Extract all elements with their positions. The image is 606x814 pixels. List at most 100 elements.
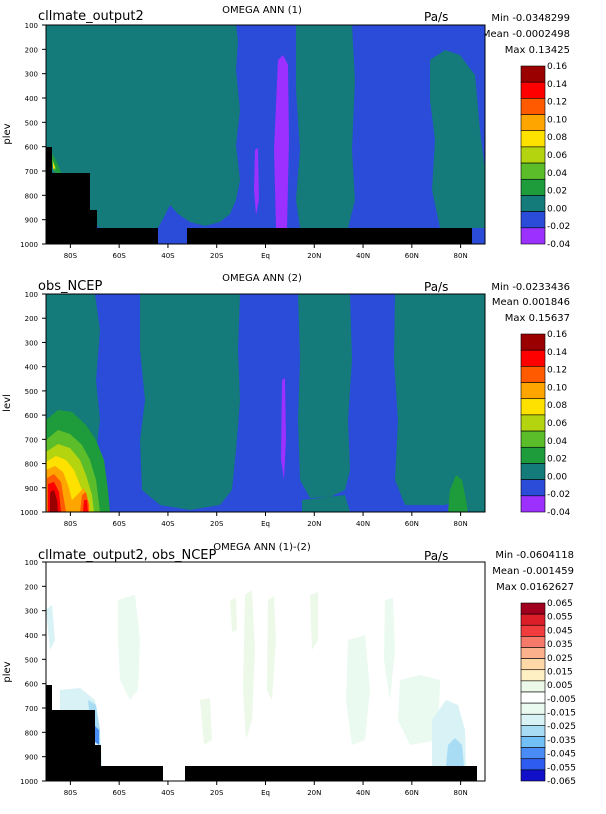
colorbar-label: 0.005 <box>547 681 573 691</box>
colorbar-label: 0.035 <box>547 640 573 650</box>
y-tick-label: 800 <box>25 729 38 737</box>
panel-2-teal-region <box>298 294 352 498</box>
x-tick-label: 80S <box>64 252 78 260</box>
panel-3-faint-region <box>267 596 276 700</box>
x-tick-label: 80N <box>454 520 468 528</box>
colorbar-label: 0.02 <box>547 455 567 465</box>
colorbar-label: -0.065 <box>547 777 576 787</box>
panel-1-land-mask <box>187 228 472 244</box>
colorbar-swatch <box>520 736 546 748</box>
y-tick-label: 200 <box>25 46 38 54</box>
panel-1: cllmate_output2 OMEGA ANN (1) Pa/s Min -… <box>2 5 571 260</box>
panel-3-faint-region <box>346 635 370 745</box>
panel-3-faint-region <box>243 590 255 740</box>
colorbar-label: 0.055 <box>547 613 573 623</box>
colorbar-label: 0.00 <box>547 204 567 214</box>
colorbar-label: 0.02 <box>547 187 567 197</box>
colorbar-swatch <box>520 636 546 648</box>
colorbar-swatch <box>520 146 546 164</box>
colorbar-swatch <box>520 669 546 682</box>
y-tick-label: 900 <box>25 754 38 762</box>
y-tick-label: 300 <box>25 608 38 616</box>
colorbar-swatch <box>520 495 546 513</box>
colorbar-swatch <box>520 624 546 637</box>
panel-1-teal-region <box>430 50 485 228</box>
panel-3-faint-region <box>200 698 212 745</box>
colorbar-swatch <box>520 758 546 771</box>
colorbar-label: -0.025 <box>547 722 576 732</box>
x-tick-label: 20S <box>210 789 224 797</box>
panel-2-ylabel: levl <box>2 394 13 412</box>
panel-3-faint-region <box>118 595 140 700</box>
y-tick-label: 800 <box>25 461 38 469</box>
panel-2-left-title: obs_NCEP <box>38 279 102 294</box>
y-tick-label: 200 <box>25 315 38 323</box>
y-tick-label: 100 <box>25 291 38 299</box>
colorbar-swatch <box>520 430 546 448</box>
x-tick-label: 40N <box>356 789 370 797</box>
panel-1-teal-region <box>296 25 355 228</box>
colorbar-label: 0.16 <box>547 62 567 72</box>
colorbar-label: -0.045 <box>547 750 576 760</box>
colorbar-swatch <box>520 98 546 115</box>
panel-2-stat-max: Max 0.15637 <box>505 313 570 324</box>
x-tick-label: 80N <box>454 789 468 797</box>
panel-1-land-mask <box>46 147 158 244</box>
y-tick-label: 300 <box>25 339 38 347</box>
colorbar-label: 0.10 <box>547 383 567 393</box>
colorbar-swatch <box>520 658 546 671</box>
colorbar-label: 0.08 <box>547 401 567 411</box>
colorbar-label: 0.04 <box>547 437 567 447</box>
x-tick-label: 20S <box>210 252 224 260</box>
panel-2: obs_NCEP OMEGA ANN (2) Pa/s Min -0.02334… <box>2 273 571 528</box>
colorbar-label: 0.06 <box>547 151 567 161</box>
panel-3-colorbar: 0.065 0.055 0.045 0.035 0.025 0.015 0.005 -0.00… <box>520 599 576 787</box>
y-tick-label: 400 <box>25 95 38 103</box>
panel-2-axes: 80S 60S 40S 20S Eq 20N 40N 60N 80N 100 200 300 400 50… <box>20 291 468 528</box>
panel-3-field <box>46 562 485 781</box>
panel-2-teal-region <box>140 294 240 510</box>
colorbar-label: -0.02 <box>547 490 570 500</box>
colorbar-swatch <box>520 162 546 180</box>
y-tick-label: 300 <box>25 71 38 79</box>
panel-2-units: Pa/s <box>424 280 448 294</box>
panel-3-units: Pa/s <box>424 549 448 563</box>
panel-2-stat-min: Min -0.0233436 <box>491 282 570 293</box>
colorbar-swatch <box>520 414 546 432</box>
panel-3-ylabel: plev <box>2 661 13 682</box>
y-tick-label: 600 <box>25 412 38 420</box>
panel-1-title: OMEGA ANN (1) <box>222 5 302 16</box>
colorbar-label: 0.08 <box>547 133 567 143</box>
colorbar-swatch <box>520 178 546 196</box>
panel-2-title: OMEGA ANN (2) <box>222 273 302 284</box>
colorbar-swatch <box>520 680 546 693</box>
colorbar-label: 0.14 <box>547 348 567 358</box>
panel-1-green-region <box>50 150 62 178</box>
y-tick-label: 500 <box>25 388 38 396</box>
panel-3-blue-region <box>94 725 99 745</box>
colorbar-swatch <box>520 366 546 383</box>
x-tick-label: 40N <box>356 252 370 260</box>
x-tick-label: 40N <box>356 520 370 528</box>
panel-1-ylabel: plev <box>2 123 13 144</box>
colorbar-swatch <box>520 691 546 704</box>
y-tick-label: 1000 <box>20 241 38 249</box>
y-tick-label: 700 <box>25 168 38 176</box>
panel-3: cllmate_output2, obs_NCEP OMEGA ANN (1)-… <box>2 542 576 797</box>
x-tick-label: 60S <box>112 252 126 260</box>
y-tick-label: 1000 <box>20 509 38 517</box>
panel-1-stat-mean: Mean -0.0002498 <box>482 29 570 40</box>
colorbar-swatch <box>520 130 546 148</box>
colorbar-label: -0.005 <box>547 695 576 705</box>
panel-3-faint-region <box>46 605 55 650</box>
panel-2-field <box>46 294 485 512</box>
colorbar-swatch <box>520 647 546 659</box>
colorbar-swatch <box>520 333 546 351</box>
panel-3-axes: 80S 60S 40S 20S Eq 20N 40N 60N 80N 100 200 300 400 50… <box>20 559 468 797</box>
panel-2-teal-region <box>302 495 350 512</box>
colorbar-swatch <box>520 195 546 212</box>
x-tick-label: 40S <box>161 520 175 528</box>
panel-1-stat-min: Min -0.0348299 <box>491 13 570 24</box>
panel-3-faint-region <box>384 598 395 700</box>
colorbar-swatch <box>520 702 546 715</box>
